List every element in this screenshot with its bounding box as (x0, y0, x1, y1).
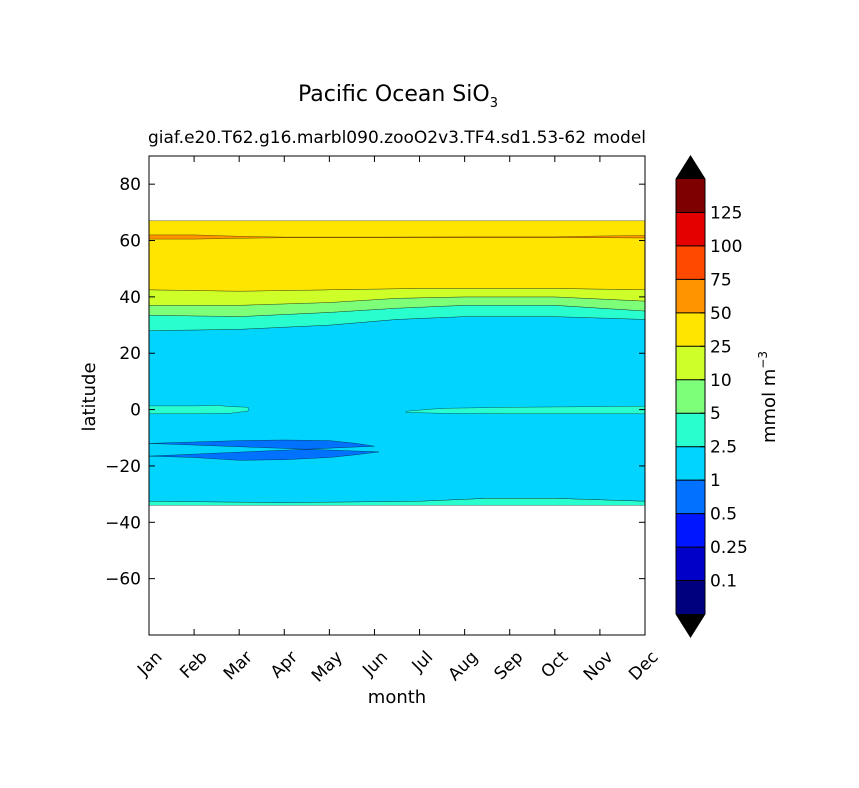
y-tick-label: 20 (119, 344, 141, 364)
colorbar-segment (676, 547, 705, 581)
colorbar-segment (676, 379, 705, 414)
x-tick-label: Mar (220, 647, 257, 684)
y-tick-label: 0 (130, 401, 141, 421)
chart-subtitle-left: giaf.e20.T62.g16.marbl090.zooO2v3.TF4.sd… (148, 128, 586, 148)
plot-area-frame (148, 155, 646, 636)
colorbar-tick-label: 2.5 (710, 438, 737, 458)
x-tick-label: Feb (176, 647, 211, 682)
chart-title: Pacific Ocean SiO3 (298, 82, 498, 111)
colorbar-segment (676, 413, 705, 447)
x-tick-label: Nov (580, 647, 618, 685)
colorbar-extend-top (676, 156, 705, 179)
colorbar-segment (676, 312, 705, 347)
x-tick-label: Jan (133, 647, 166, 680)
colorbar-segment (676, 279, 705, 313)
y-axis-label: latitude (79, 362, 100, 431)
contour-region-equator-band-west (148, 405, 249, 415)
x-tick-label: Dec (625, 647, 662, 684)
colorbar-tick-label: 0.5 (710, 505, 737, 525)
y-tick-label: 80 (119, 175, 141, 195)
x-tick-label: Jun (358, 647, 392, 681)
x-axis-label: month (368, 687, 426, 708)
colorbar: 0.1 0.25 0.5 1 2.5 5 10 25 50 75 100 125 (675, 155, 748, 638)
x-tick-label: Oct (537, 647, 572, 682)
colorbar-tick-label: 1 (710, 471, 721, 491)
y-tick-label: −60 (105, 570, 141, 590)
contour-regions (148, 220, 646, 506)
contour-region-band-25-to-50 (148, 220, 646, 292)
y-tick-label: −20 (105, 457, 141, 477)
colorbar-tick-label: 75 (710, 270, 732, 290)
colorbar-segment (676, 513, 705, 548)
colorbar-tick-label: 0.1 (710, 572, 737, 592)
y-tick-label: 40 (119, 288, 141, 308)
y-axis: 80 60 40 20 0 −20 −40 −60 (105, 175, 645, 590)
colorbar-extend-bottom (676, 614, 705, 637)
x-tick-label: Sep (490, 647, 527, 684)
colorbar-label: mmol m−3 (756, 351, 780, 443)
x-tick-label: May (308, 647, 347, 686)
colorbar-segment (676, 346, 705, 380)
colorbar-segment (676, 480, 705, 514)
colorbar-segment (676, 580, 705, 614)
colorbar-segment (676, 446, 705, 481)
colorbar-tick-label: 100 (710, 237, 742, 257)
colorbar-tick-label: 10 (710, 371, 732, 391)
colorbar-tick-label: 125 (710, 203, 742, 223)
colorbar-tick-label: 50 (710, 304, 732, 324)
colorbar-outline (675, 155, 706, 638)
y-tick-label: 60 (119, 232, 141, 252)
colorbar-segment (676, 179, 705, 213)
chart-subtitle-right: model (593, 128, 646, 148)
y-tick-label: −40 (105, 513, 141, 533)
x-tick-label: Apr (267, 647, 302, 682)
x-tick-label: Aug (445, 647, 483, 685)
colorbar-tick-label: 0.25 (710, 538, 748, 558)
colorbar-tick-label: 5 (710, 404, 721, 424)
colorbar-tick-label: 25 (710, 337, 732, 357)
colorbar-segment (676, 212, 705, 246)
colorbar-segment (676, 245, 705, 280)
x-tick-label: Jul (408, 647, 437, 676)
